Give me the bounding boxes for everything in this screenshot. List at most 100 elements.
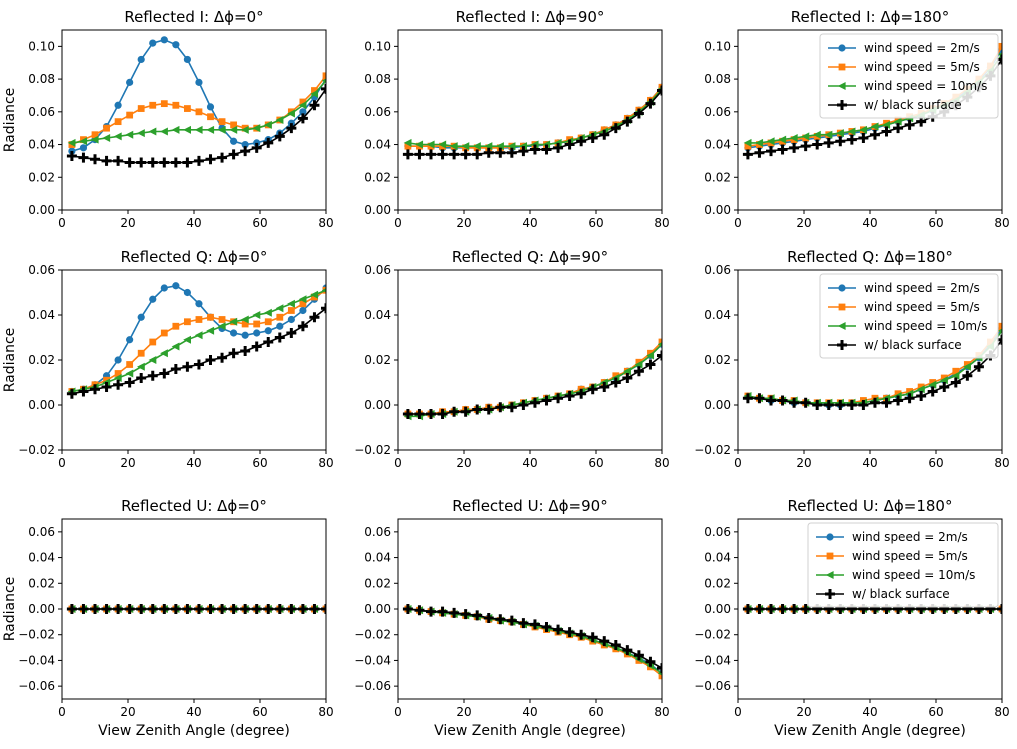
data-point — [321, 604, 326, 614]
data-point — [460, 406, 471, 417]
data-point — [940, 376, 948, 385]
x-tick-label: 0 — [734, 456, 742, 470]
legend-marker — [838, 44, 846, 52]
data-point — [251, 341, 262, 352]
data-point — [252, 311, 261, 319]
y-tick-label: 0.06 — [704, 525, 731, 539]
data-point — [217, 604, 228, 614]
data-point — [576, 629, 587, 640]
data-point — [125, 130, 134, 139]
data-point — [182, 157, 193, 168]
data-point — [564, 627, 575, 638]
data-point — [124, 604, 135, 614]
data-point — [415, 140, 424, 149]
y-tick-label: 0.10 — [704, 39, 731, 53]
data-point — [881, 397, 892, 408]
legend-marker — [825, 589, 835, 599]
data-point — [507, 142, 516, 151]
data-point — [286, 604, 297, 614]
data-point — [576, 136, 587, 147]
data-point — [812, 400, 823, 410]
data-point — [449, 406, 460, 417]
data-point — [402, 149, 413, 160]
series-group — [402, 83, 662, 160]
data-point — [170, 604, 181, 614]
x-tick-label: 60 — [588, 216, 603, 230]
data-point — [495, 147, 506, 158]
x-tick-label: 60 — [252, 216, 267, 230]
data-point — [426, 140, 435, 149]
data-point — [743, 138, 752, 147]
data-point — [160, 284, 168, 292]
y-tick-label: −0.02 — [354, 443, 391, 457]
data-point — [742, 604, 753, 614]
data-point — [286, 328, 297, 338]
panel-title: Reflected I: Δϕ=0° — [124, 8, 263, 26]
data-point — [506, 615, 517, 626]
y-tick-label: 0.04 — [704, 551, 731, 565]
data-point — [495, 402, 506, 413]
data-point — [777, 144, 788, 155]
data-point — [195, 300, 203, 308]
panel-1: Reflected I: Δϕ=0° 0 20 40 60 80 0.00 0.02 0.04 0… — [2, 8, 334, 230]
data-point — [113, 132, 122, 141]
legend-label: wind speed = 5m/s — [864, 60, 980, 74]
data-point — [610, 123, 621, 134]
data-point — [101, 155, 112, 166]
data-point — [633, 650, 644, 661]
x-axis-label: View Zenith Angle (degree) — [98, 723, 290, 739]
x-tick-label: 60 — [588, 456, 603, 470]
data-point — [228, 348, 239, 359]
legend-label: wind speed = 2m/s — [852, 530, 968, 544]
data-point — [801, 132, 810, 141]
data-point — [229, 317, 238, 326]
y-tick-label: −0.04 — [694, 653, 731, 667]
data-point — [881, 126, 892, 137]
panel-title: Reflected I: Δϕ=90° — [456, 8, 605, 26]
y-tick-label: 0.08 — [28, 72, 55, 86]
x-tick-label: 0 — [734, 705, 742, 719]
data-point — [90, 135, 99, 144]
data-point — [217, 152, 228, 163]
y-tick-label: −0.06 — [354, 679, 391, 693]
y-tick-label: 0.00 — [28, 203, 55, 217]
data-point — [402, 409, 413, 419]
data-point — [997, 334, 1002, 345]
data-point — [633, 366, 644, 377]
data-point — [263, 137, 274, 148]
x-tick-label: 80 — [318, 456, 333, 470]
data-point — [102, 134, 111, 142]
x-tick-label: 20 — [120, 705, 135, 719]
data-point — [940, 374, 948, 382]
data-point — [207, 313, 214, 321]
data-point — [299, 108, 307, 116]
data-point — [194, 331, 203, 340]
y-tick-label: 0.02 — [28, 353, 55, 367]
data-point — [264, 308, 272, 317]
data-point — [483, 147, 494, 158]
panel-8: Reflected U: Δϕ=90° 0 20 40 60 80 −0.06 −0.04 −0… — [354, 497, 669, 739]
data-point — [766, 137, 775, 146]
data-point — [939, 382, 950, 392]
data-point — [114, 101, 122, 109]
data-point — [126, 361, 134, 368]
data-point — [766, 146, 776, 157]
data-point — [800, 397, 811, 408]
x-axis-label: View Zenith Angle (degree) — [774, 723, 966, 739]
y-tick-label: −0.04 — [18, 653, 55, 667]
data-point — [858, 133, 869, 143]
legend: wind speed = 2m/s wind speed = 5m/s wind s… — [819, 33, 999, 119]
data-point — [217, 352, 228, 363]
legend-label: wind speed = 10m/s — [864, 319, 987, 333]
legend-marker — [838, 303, 846, 311]
y-tick-label: −0.04 — [354, 653, 391, 667]
data-point — [657, 85, 662, 96]
data-point — [893, 123, 904, 134]
data-point — [518, 400, 529, 410]
data-point — [633, 108, 644, 119]
data-point — [645, 656, 656, 667]
data-point — [438, 140, 447, 149]
data-point — [251, 604, 262, 614]
data-point — [193, 359, 204, 370]
data-point — [587, 133, 598, 143]
